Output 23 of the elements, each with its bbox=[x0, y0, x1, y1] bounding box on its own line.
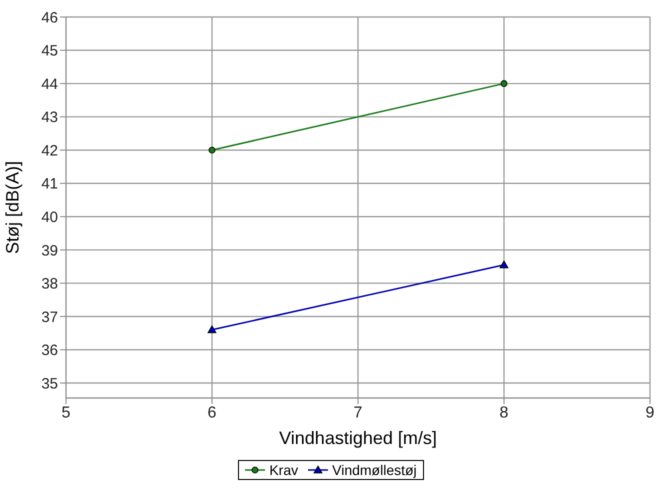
x-tick-label: 6 bbox=[208, 404, 217, 422]
y-tick-label: 45 bbox=[41, 42, 58, 60]
point bbox=[500, 80, 508, 87]
point bbox=[208, 146, 216, 154]
y-tick-label: 42 bbox=[41, 142, 58, 160]
y-axis-title: Støj [dB(A)] bbox=[2, 160, 22, 254]
y-tick-label: 36 bbox=[41, 342, 58, 360]
x-tick-label: 8 bbox=[500, 404, 509, 422]
x-tick-label: 7 bbox=[354, 404, 363, 422]
y-tick-label: 35 bbox=[41, 375, 58, 392]
y-tick-label: 37 bbox=[41, 308, 58, 326]
y-tick-label: 44 bbox=[41, 76, 58, 93]
y-tick-label: 39 bbox=[41, 242, 58, 260]
legend-label: Vindmøllestøj bbox=[332, 462, 417, 478]
y-tick-label: 41 bbox=[41, 176, 58, 193]
y-tick-label: 40 bbox=[41, 208, 58, 226]
y-tick-label: 38 bbox=[41, 276, 58, 293]
y-tick-label: 43 bbox=[41, 109, 58, 126]
x-axis-title: Vindhastighed [m/s] bbox=[279, 428, 437, 448]
legend-label: Krav bbox=[269, 462, 298, 478]
x-tick-label: 5 bbox=[62, 404, 71, 422]
x-tick-label: 9 bbox=[646, 404, 655, 422]
y-tick-label: 46 bbox=[41, 9, 58, 26]
